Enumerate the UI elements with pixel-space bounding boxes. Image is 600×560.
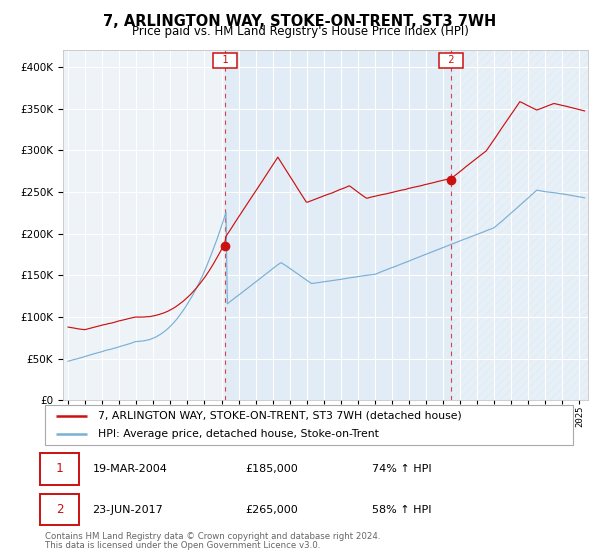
Bar — [225, 50, 451, 400]
FancyBboxPatch shape — [40, 494, 79, 525]
FancyBboxPatch shape — [45, 405, 573, 445]
Text: 1: 1 — [216, 55, 235, 66]
Bar — [451, 50, 600, 400]
Text: 58% ↑ HPI: 58% ↑ HPI — [373, 505, 432, 515]
Text: 23-JUN-2017: 23-JUN-2017 — [92, 505, 163, 515]
Text: Contains HM Land Registry data © Crown copyright and database right 2024.: Contains HM Land Registry data © Crown c… — [45, 532, 380, 542]
Text: Price paid vs. HM Land Registry's House Price Index (HPI): Price paid vs. HM Land Registry's House … — [131, 25, 469, 38]
Text: 7, ARLINGTON WAY, STOKE-ON-TRENT, ST3 7WH (detached house): 7, ARLINGTON WAY, STOKE-ON-TRENT, ST3 7W… — [98, 411, 461, 421]
Text: This data is licensed under the Open Government Licence v3.0.: This data is licensed under the Open Gov… — [45, 541, 320, 550]
Text: 2: 2 — [442, 55, 460, 66]
Text: HPI: Average price, detached house, Stoke-on-Trent: HPI: Average price, detached house, Stok… — [98, 430, 379, 439]
Text: 19-MAR-2004: 19-MAR-2004 — [92, 464, 167, 474]
Text: 7, ARLINGTON WAY, STOKE-ON-TRENT, ST3 7WH: 7, ARLINGTON WAY, STOKE-ON-TRENT, ST3 7W… — [103, 14, 497, 29]
Text: 74% ↑ HPI: 74% ↑ HPI — [373, 464, 432, 474]
Text: £265,000: £265,000 — [245, 505, 298, 515]
Text: £185,000: £185,000 — [245, 464, 298, 474]
FancyBboxPatch shape — [40, 453, 79, 484]
Text: 1: 1 — [56, 463, 63, 475]
Text: 2: 2 — [56, 503, 63, 516]
